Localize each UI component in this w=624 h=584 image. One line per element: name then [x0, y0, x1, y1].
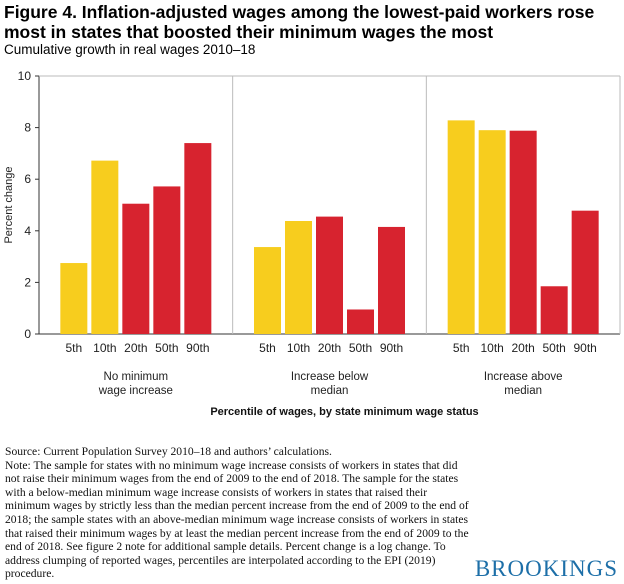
- y-tick-label: 4: [24, 224, 31, 238]
- bar: [153, 186, 181, 334]
- x-tick-label: 50th: [542, 341, 565, 355]
- group-label: wage increase: [98, 385, 173, 397]
- group-label: Increase above: [484, 371, 563, 383]
- chart-title: Figure 4. Inflation-adjusted wages among…: [4, 2, 595, 42]
- group-label: median: [504, 385, 542, 397]
- chart-subtitle: Cumulative growth in real wages 2010–18: [4, 42, 256, 57]
- y-tick-label: 6: [24, 172, 31, 186]
- y-axis-label: Percent change: [3, 166, 15, 243]
- group-label: Increase below: [291, 371, 369, 383]
- y-tick-label: 10: [18, 69, 32, 83]
- bar: [91, 160, 119, 334]
- bar: [347, 309, 374, 334]
- x-tick-label: 10th: [287, 341, 310, 355]
- x-tick-label: 90th: [380, 341, 403, 355]
- x-tick-label: 20th: [511, 341, 534, 355]
- bar: [60, 263, 88, 334]
- methodology-note: Note: The sample for states with no mini…: [5, 458, 469, 581]
- x-tick-label: 20th: [318, 341, 341, 355]
- group-label: No minimum: [104, 371, 169, 383]
- bar: [478, 130, 506, 334]
- x-axis-label: Percentile of wages, by state minimum wa…: [210, 406, 478, 418]
- source-note: Source: Current Population Survey 2010–1…: [5, 445, 332, 458]
- bar: [540, 286, 568, 334]
- x-tick-label: 10th: [93, 341, 116, 355]
- bar: [184, 143, 212, 334]
- y-tick-label: 0: [24, 327, 31, 341]
- x-tick-label: 5th: [453, 341, 470, 355]
- y-tick-label: 8: [24, 121, 31, 135]
- brookings-logo: BROOKINGS: [474, 556, 618, 581]
- x-tick-label: 10th: [480, 341, 503, 355]
- bar: [571, 210, 599, 334]
- x-tick-label: 5th: [65, 341, 82, 355]
- x-tick-label: 50th: [155, 341, 178, 355]
- y-tick-label: 2: [24, 275, 31, 289]
- bar: [316, 216, 343, 334]
- bar: [509, 130, 537, 334]
- x-tick-label: 5th: [259, 341, 276, 355]
- bar-chart: 0 2 4 6 8 10 Percent change 5th 10th 20th 50th 90th…: [3, 69, 621, 418]
- bar: [122, 203, 150, 334]
- group-label: median: [311, 385, 349, 397]
- bar: [378, 226, 405, 334]
- bar: [285, 220, 312, 334]
- x-tick-label: 90th: [186, 341, 209, 355]
- x-tick-label: 90th: [573, 341, 596, 355]
- bar: [447, 120, 475, 334]
- x-tick-label: 20th: [124, 341, 147, 355]
- chart-notes: Source: Current Population Survey 2010–1…: [5, 445, 470, 581]
- x-tick-label: 50th: [349, 341, 372, 355]
- bar: [254, 247, 281, 334]
